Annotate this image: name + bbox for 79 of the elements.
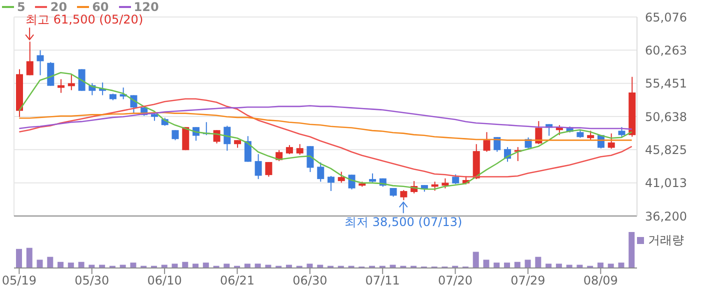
- x-tick-label: 05/30: [74, 274, 110, 288]
- y-tick-label: 65,076: [645, 10, 687, 24]
- bar: [192, 264, 199, 268]
- bar: [608, 264, 614, 268]
- bar: [483, 260, 490, 268]
- candlestick: [68, 74, 75, 91]
- candlestick: [452, 174, 460, 185]
- y-tick-label: 60,263: [645, 43, 687, 58]
- bar: [546, 264, 552, 268]
- bar: [514, 262, 520, 268]
- legend-label: 120: [132, 0, 159, 14]
- candlestick: [265, 162, 272, 178]
- x-tick-label: 06/21: [220, 274, 255, 288]
- candlestick: [244, 136, 252, 162]
- bar: [618, 262, 624, 268]
- bar: [494, 262, 500, 268]
- candlestick: [254, 154, 262, 180]
- candlestick: [286, 144, 293, 155]
- candlestick: [338, 171, 345, 184]
- x-tick-label: 07/29: [510, 274, 546, 288]
- x-tick-label: 08/09: [583, 274, 618, 288]
- candlestick: [36, 50, 44, 76]
- bar: [224, 264, 230, 268]
- bar: [36, 260, 43, 268]
- x-tick-label: 06/30: [292, 274, 328, 288]
- candlestick: [483, 132, 490, 152]
- candlestick: [442, 178, 449, 189]
- bar: [58, 262, 64, 268]
- candlestick: [608, 132, 615, 150]
- legend-label: 5: [16, 0, 26, 14]
- candlestick: [296, 144, 304, 156]
- bar: [524, 260, 531, 268]
- bar: [16, 248, 22, 268]
- x-tick-label: 05/19: [2, 274, 36, 288]
- bar: [504, 262, 510, 268]
- candlestick: [400, 190, 408, 201]
- x-tick-label: 07/11: [365, 274, 400, 288]
- y-tick-label: 50,638: [645, 110, 687, 124]
- bar: [306, 264, 313, 268]
- candlestick: [328, 176, 334, 192]
- annotation: 최고 61,500 (05/20): [26, 12, 144, 27]
- candlestick: [587, 130, 594, 141]
- bar: [597, 262, 604, 268]
- bar: [182, 262, 188, 268]
- legend-label: 20: [49, 0, 68, 14]
- bar: [244, 264, 250, 268]
- x-tick-label: 06/10: [147, 274, 182, 288]
- candlestick: [58, 78, 65, 94]
- bar: [202, 262, 209, 268]
- y-tick-label: 55,451: [645, 76, 687, 91]
- candlestick: [172, 130, 179, 141]
- legend-label: 거래량: [648, 233, 684, 247]
- bar: [47, 256, 54, 268]
- candlestick: [213, 130, 220, 144]
- candlestick: [306, 146, 314, 173]
- candlestick: [47, 62, 54, 86]
- y-tick-label: 45,825: [645, 142, 687, 157]
- candlestick: [494, 136, 501, 152]
- annotation: 최저 38,500 (07/13): [344, 215, 462, 230]
- bar: [254, 264, 261, 268]
- y-tick-label: 36,200: [645, 209, 687, 224]
- bar: [535, 256, 542, 268]
- bar: [68, 262, 74, 268]
- bar: [628, 232, 635, 268]
- bar: [556, 264, 562, 268]
- candlestick: [618, 126, 626, 138]
- bar: [78, 262, 84, 268]
- candlestick: [26, 41, 34, 76]
- candlestick: [317, 162, 324, 182]
- bar: [26, 248, 32, 268]
- bar: [130, 262, 136, 268]
- legend-label: 60: [91, 0, 109, 14]
- y-tick-label: 41,013: [645, 176, 687, 190]
- candlestick: [224, 125, 231, 152]
- candlestick: [78, 68, 86, 92]
- bar: [472, 252, 479, 268]
- candlestick: [348, 174, 356, 190]
- x-tick-label: 07/20: [438, 274, 473, 288]
- bar: [172, 264, 178, 268]
